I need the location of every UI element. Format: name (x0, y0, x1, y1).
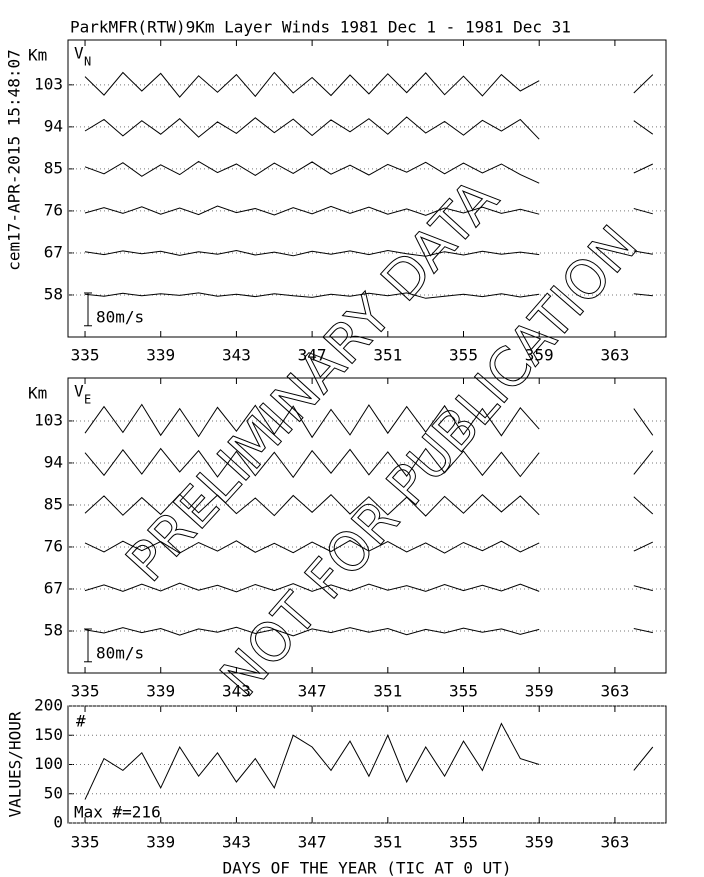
y-tick-label: 85 (44, 158, 63, 177)
x-tick-label: 335 (71, 682, 100, 701)
max-label: Max #=216 (74, 803, 161, 822)
x-tick-label: 343 (222, 682, 251, 701)
line-series (84, 292, 653, 299)
x-tick-label: 355 (449, 346, 478, 365)
x-tick-label: 355 (449, 682, 478, 701)
line-series (84, 722, 654, 800)
x-tick-label: 363 (600, 833, 629, 852)
y-axis-label: Km (28, 46, 47, 65)
x-tick-label: 363 (600, 346, 629, 365)
y-tick-label: 76 (44, 536, 63, 555)
y-axis-label: Km (28, 384, 47, 403)
scale-bar-label: 80m/s (96, 307, 144, 326)
x-tick-label: 343 (222, 346, 251, 365)
panel-label: V (74, 44, 84, 63)
x-tick-label: 347 (298, 833, 327, 852)
y-tick-label: 103 (34, 74, 63, 93)
x-tick-label: 351 (373, 682, 402, 701)
line-series (84, 205, 653, 216)
chart-title: ParkMFR(RTW)9Km Layer Winds 1981 Dec 1 -… (70, 18, 571, 37)
annotation: # (76, 712, 86, 731)
panel-label-sub: N (84, 55, 91, 69)
x-tick-label: 347 (298, 682, 327, 701)
line-series (84, 116, 654, 140)
y-tick-label: 100 (34, 754, 63, 773)
line-series (84, 582, 653, 593)
y-tick-label: 58 (44, 620, 63, 639)
y-tick-label: 0 (53, 813, 63, 832)
line-series (84, 403, 654, 439)
x-tick-label: 359 (525, 346, 554, 365)
x-tick-label: 363 (600, 682, 629, 701)
y-tick-label: 76 (44, 200, 63, 219)
watermark: PRELIMINARY DATA (114, 167, 511, 594)
side-label: cem17-APR-2015 15:48:07 (5, 49, 24, 271)
plot-frame (67, 39, 667, 338)
line-series (84, 447, 654, 479)
x-axis-label: DAYS OF THE YEAR (TIC AT 0 UT) (223, 859, 512, 877)
panel-label-sub: E (84, 393, 91, 407)
panel-label: V (74, 382, 84, 401)
line-series (84, 71, 654, 98)
y-tick-label: 58 (44, 284, 63, 303)
line-series (84, 493, 654, 517)
x-tick-label: 339 (146, 682, 175, 701)
y-tick-label: 94 (44, 452, 63, 471)
y-tick-label: 67 (44, 242, 63, 261)
plot-frame (67, 377, 667, 674)
x-tick-label: 347 (298, 346, 327, 365)
x-tick-label: 339 (146, 833, 175, 852)
y-tick-label: 67 (44, 578, 63, 597)
y-tick-label: 50 (44, 783, 63, 802)
line-series (84, 539, 654, 554)
scale-bar-label: 80m/s (96, 643, 144, 662)
x-tick-label: 339 (146, 346, 175, 365)
y-axis-label: VALUES/HOUR (6, 711, 25, 817)
x-tick-label: 335 (71, 833, 100, 852)
x-tick-label: 359 (525, 682, 554, 701)
x-tick-label: 351 (373, 833, 402, 852)
line-series (84, 249, 653, 257)
y-tick-label: 94 (44, 116, 63, 135)
y-tick-label: 85 (44, 494, 63, 513)
y-tick-label: 200 (34, 696, 63, 715)
line-series (84, 160, 654, 184)
x-tick-label: 343 (222, 833, 251, 852)
y-tick-label: 150 (34, 725, 63, 744)
line-series (84, 626, 653, 637)
x-tick-label: 359 (525, 833, 554, 852)
x-tick-label: 335 (71, 346, 100, 365)
x-tick-label: 351 (373, 346, 402, 365)
y-tick-label: 103 (34, 410, 63, 429)
x-tick-label: 355 (449, 833, 478, 852)
